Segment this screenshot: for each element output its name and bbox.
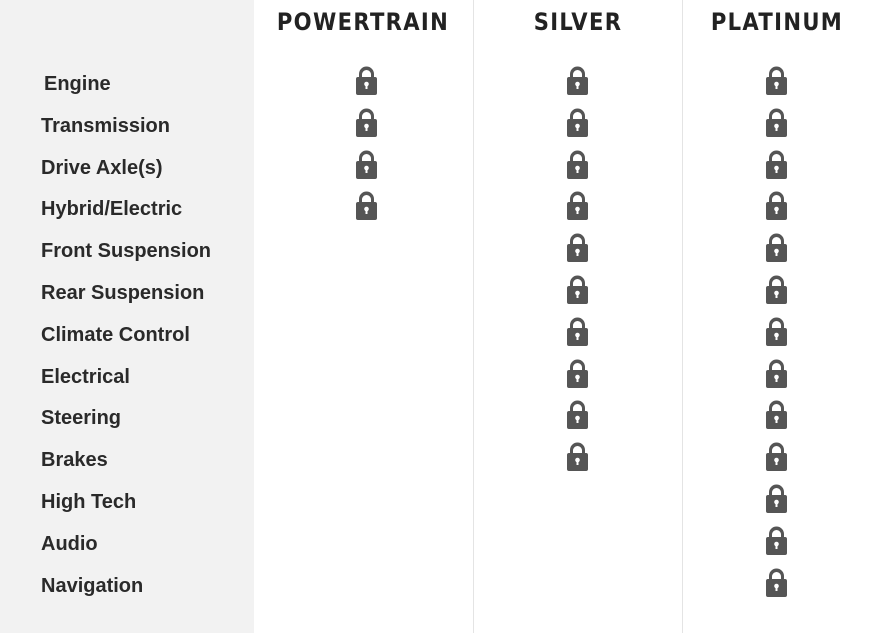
lock-icon xyxy=(765,232,788,263)
feature-label: Steering xyxy=(41,407,122,430)
lock-icon xyxy=(355,65,378,95)
feature-label: Climate Control xyxy=(41,323,190,346)
lock-icon xyxy=(566,232,589,263)
lock-icon xyxy=(566,65,589,95)
lock-icon xyxy=(566,149,589,179)
lock-icon xyxy=(355,149,378,179)
feature-label: Brakes xyxy=(41,449,108,472)
feature-label: Drive Axle(s) xyxy=(41,156,163,179)
lock-icon xyxy=(765,274,788,304)
lock-icon xyxy=(765,441,788,472)
lock-icon xyxy=(765,107,788,137)
lock-icon xyxy=(765,525,788,555)
feature-label-panel xyxy=(0,0,254,633)
lock-icon xyxy=(566,190,589,221)
feature-label: Transmission xyxy=(41,114,170,137)
column-divider xyxy=(682,0,683,633)
lock-icon xyxy=(566,399,589,430)
lock-icon xyxy=(765,316,788,346)
lock-icon xyxy=(765,190,788,221)
lock-icon xyxy=(566,441,589,472)
lock-icon xyxy=(765,358,788,388)
feature-label: Electrical xyxy=(41,365,130,388)
feature-label: Engine xyxy=(44,73,111,95)
lock-icon xyxy=(765,149,788,179)
lock-icon xyxy=(566,316,589,346)
lock-icon xyxy=(566,358,589,388)
lock-icon xyxy=(566,107,589,137)
feature-label: Front Suspension xyxy=(41,240,211,263)
lock-icon xyxy=(566,274,589,304)
lock-icon xyxy=(355,107,378,137)
lock-icon xyxy=(765,483,788,513)
lock-icon xyxy=(355,190,378,221)
feature-label: High Tech xyxy=(41,491,137,513)
feature-label: Audio xyxy=(41,532,98,555)
lock-icon xyxy=(765,567,788,597)
lock-icon xyxy=(765,399,788,430)
feature-label: Rear Suspension xyxy=(41,282,205,304)
feature-label: Navigation xyxy=(41,574,144,597)
feature-label: Hybrid/Electric xyxy=(41,198,183,221)
column-header-silver: SILVER xyxy=(533,8,623,36)
column-header-powertrain: POWERTRAIN xyxy=(276,8,450,36)
column-header-platinum: PLATINUM xyxy=(710,8,844,36)
lock-icon xyxy=(765,65,788,95)
column-divider xyxy=(473,0,474,633)
